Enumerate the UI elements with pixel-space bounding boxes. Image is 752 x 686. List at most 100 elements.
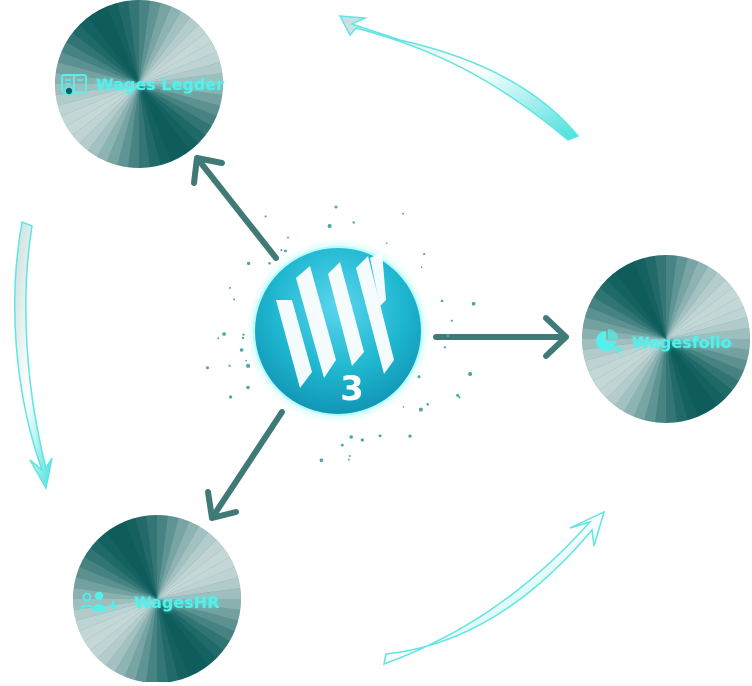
sheen-wedge	[666, 300, 750, 339]
sheen-wedge	[157, 599, 237, 671]
sheen-wedge	[582, 339, 666, 366]
sheen-wedge	[666, 255, 728, 339]
sparkle-dot	[426, 403, 430, 406]
sheen-wedge	[139, 0, 201, 84]
sheen-wedge	[582, 312, 666, 339]
sheen-wedge	[157, 515, 171, 599]
sheen-wedge	[130, 515, 157, 599]
sparkle-dot	[418, 407, 423, 412]
sparkle-dot	[402, 212, 405, 215]
hub-logo-number: 3	[340, 369, 364, 409]
sheen-wedge	[139, 4, 211, 84]
sheen-wedge	[586, 339, 666, 411]
people-add-icon	[80, 591, 118, 611]
node-hr[interactable]	[56, 498, 258, 683]
sparkle-dot	[242, 333, 245, 336]
sheen-wedge	[139, 0, 166, 84]
sheen-wedge	[157, 572, 241, 599]
sparkle-dot	[228, 364, 231, 367]
sheen-wedge	[157, 599, 184, 683]
sparkle-dot	[456, 393, 460, 397]
sheen-wedge	[143, 599, 157, 683]
sheen-wedge	[157, 599, 171, 683]
cycle-arrow-top	[338, 15, 580, 141]
sheen-wedge	[73, 599, 157, 626]
node-folio-label-group[interactable]: Wagesfolio	[594, 329, 732, 355]
sparkle-dot	[385, 242, 388, 245]
sheen-wedge	[157, 599, 241, 661]
sheen-wedge	[666, 255, 717, 339]
sheen-wedge	[157, 585, 241, 599]
sheen-wedge	[582, 339, 666, 390]
sheen-wedge	[157, 527, 237, 599]
sheen-wedge	[139, 0, 190, 84]
sheen-wedge	[666, 339, 680, 423]
sparkle-dot	[340, 443, 344, 447]
sparkle-dot	[471, 301, 476, 306]
sheen-wedge	[582, 300, 666, 339]
sparkle-dot	[352, 221, 355, 224]
sheen-wedge	[73, 548, 157, 599]
connector-arrow-hr	[205, 409, 285, 521]
sheen-wedge	[139, 84, 153, 168]
node-ledger-label-group[interactable]: Wages Legder	[60, 72, 224, 96]
sheen-wedge	[77, 84, 139, 168]
sheen-wedge	[666, 288, 750, 339]
sheen-wedge	[604, 339, 666, 423]
sparkle-dot	[423, 253, 426, 256]
connector-arrow-ledger	[191, 155, 279, 261]
sparkle-dot	[264, 215, 267, 218]
sheen-wedge	[85, 599, 157, 679]
sparkle-dot	[360, 438, 364, 442]
sheen-wedge	[157, 515, 196, 599]
wages-w3-logo	[276, 252, 394, 388]
hub-w3: 3	[246, 239, 430, 423]
sparkle-dot	[348, 455, 351, 457]
cycle-arrow-left	[14, 220, 53, 491]
sheen-wedge	[157, 599, 241, 650]
sheen-wedge	[55, 33, 139, 84]
sheen-wedge	[666, 339, 693, 423]
sheen-wedge	[666, 255, 705, 339]
sheen-wedge	[59, 12, 139, 85]
sheen-wedge	[118, 599, 157, 683]
sheen-wedge	[666, 339, 750, 366]
sheen-wedge	[139, 33, 223, 84]
sheen-wedge	[88, 84, 139, 168]
sheen-wedge	[666, 325, 750, 339]
sheen-wedge	[666, 339, 750, 390]
sheen-wedge	[67, 84, 139, 164]
sheen-wedge	[157, 537, 241, 599]
node-hr-label-group[interactable]: WagesHR	[80, 591, 219, 613]
sparkle-dot	[408, 434, 412, 438]
node-folio[interactable]	[565, 238, 752, 440]
sparkle-dot	[246, 385, 250, 390]
sheen-wedge	[73, 560, 157, 599]
sheen-wedge	[73, 585, 157, 599]
sheen-wedge	[73, 599, 157, 661]
sheen-wedge	[139, 84, 223, 111]
sheen-wedge	[55, 84, 139, 123]
sheen-wedge	[666, 312, 750, 339]
sparkle-dot	[446, 334, 450, 338]
ledger-icon	[61, 74, 87, 96]
sheen-wedge	[139, 84, 166, 168]
sheen-wedge	[59, 84, 139, 156]
sheen-wedge	[157, 515, 219, 599]
sparkle-dot	[378, 434, 382, 438]
sheen-wedge	[139, 84, 223, 123]
sheen-wedge	[652, 255, 666, 339]
sparkle-dot	[327, 224, 332, 228]
sheen-wedge	[106, 599, 157, 683]
sparkle-dot	[349, 435, 353, 439]
sheen-wedge	[157, 515, 208, 599]
sparkle-dot	[458, 396, 461, 399]
sheen-wedge	[666, 339, 750, 353]
sheen-wedge	[139, 84, 223, 135]
node-ledger[interactable]	[38, 0, 240, 185]
sparkle-dot	[417, 375, 421, 379]
sheen-wedge	[55, 84, 139, 146]
sheen-wedge	[582, 277, 666, 339]
sheen-wedge	[73, 572, 157, 599]
